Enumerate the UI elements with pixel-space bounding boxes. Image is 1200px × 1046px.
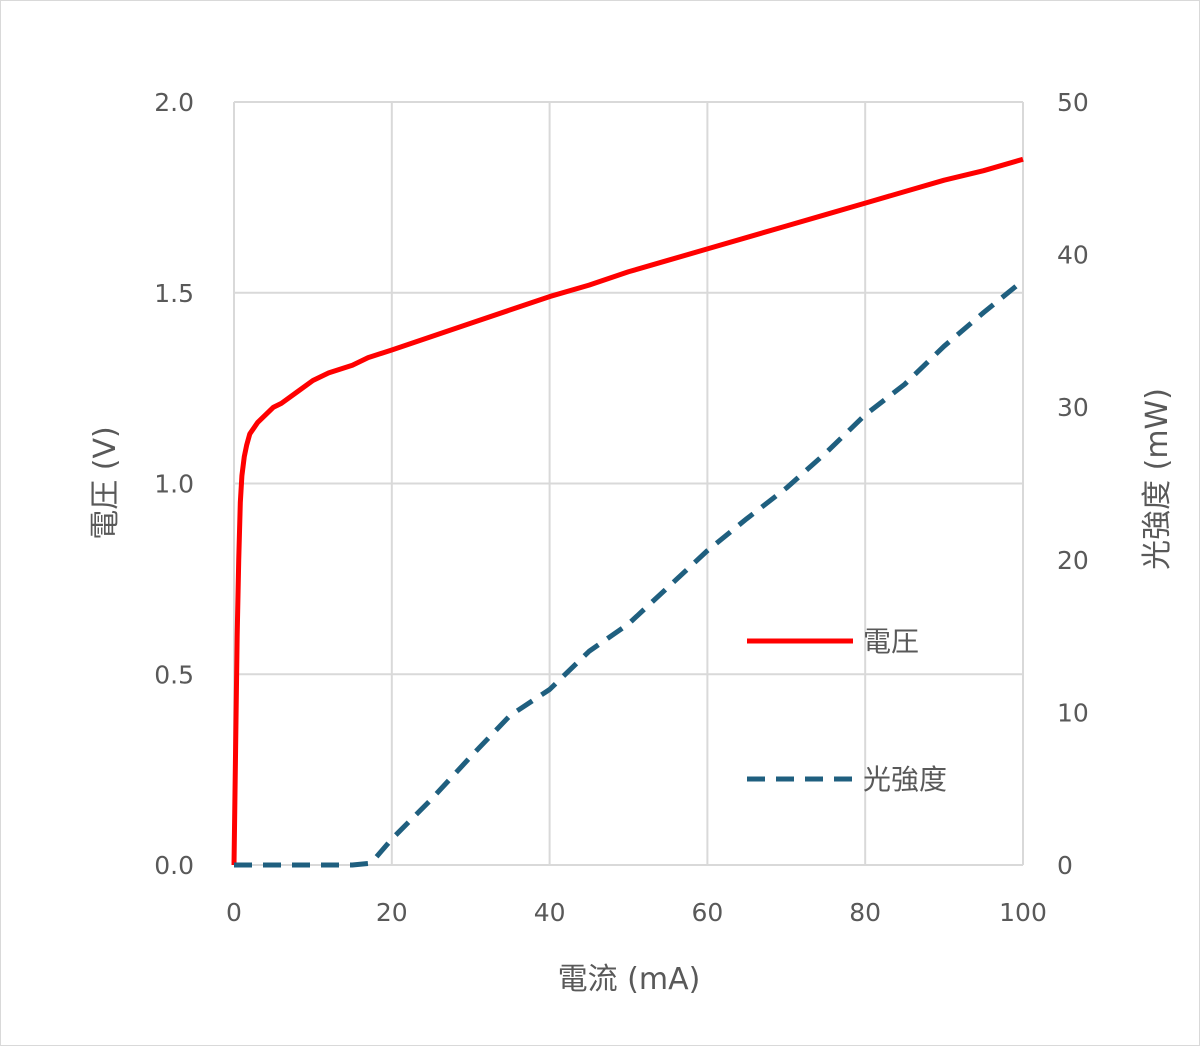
y-left-tick-label: 1.0 [154,470,194,499]
x-axis-label: 電流 (mA) [558,962,701,997]
x-tick-label: 80 [849,898,881,927]
x-tick-label: 0 [226,898,242,927]
y-left-tick-label: 1.5 [154,279,194,308]
y-right-axis-label: 光強度 (mW) [1140,388,1175,570]
x-tick-label: 20 [376,898,408,927]
series-line-light-intensity [234,278,1025,868]
y-left-tick-labels: 0.0 0.5 1.0 1.5 2.0 [154,88,194,880]
y-right-tick-labels: 0 10 20 30 40 50 [1057,88,1089,880]
x-tick-label: 60 [691,898,723,927]
x-tick-label: 40 [534,898,566,927]
y-right-tick-label: 10 [1057,698,1089,727]
y-left-tick-label: 0.5 [154,660,194,689]
y-left-tick-label: 0.0 [154,851,194,880]
y-left-tick-label: 2.0 [154,88,194,117]
legend-label-voltage: 電圧 [863,625,919,658]
x-tick-label: 100 [999,898,1047,927]
x-tick-labels: 0 20 40 60 80 100 [226,898,1047,927]
y-left-axis-label: 電圧 (V) [88,426,123,539]
y-right-tick-label: 0 [1057,851,1073,880]
legend: 電圧 光強度 [747,625,947,796]
series-line-voltage [231,156,1024,866]
series-lines [231,156,1025,868]
y-right-tick-label: 40 [1057,241,1089,270]
y-right-tick-label: 20 [1057,546,1089,575]
gridlines [233,101,1024,866]
legend-label-light: 光強度 [863,763,947,796]
y-right-tick-label: 50 [1057,88,1089,117]
y-right-tick-label: 30 [1057,393,1089,422]
